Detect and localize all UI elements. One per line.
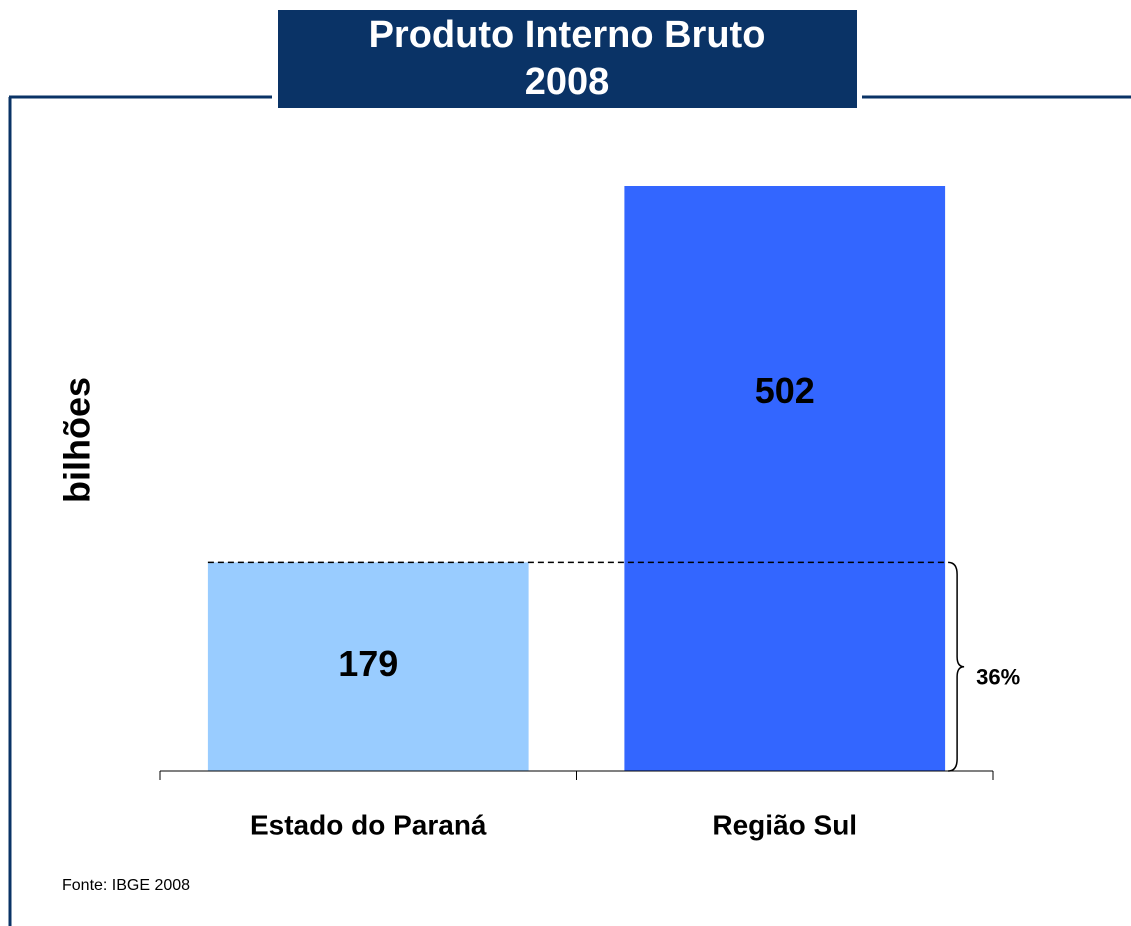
chart-title: Produto Interno Bruto bbox=[369, 14, 766, 56]
x-tick-label: Região Sul bbox=[712, 809, 857, 840]
y-axis-label: bilhões bbox=[57, 377, 98, 503]
value-label: 502 bbox=[755, 370, 815, 411]
chart-title: 2008 bbox=[525, 61, 610, 103]
x-tick-label: Estado do Paraná bbox=[250, 809, 487, 840]
bar bbox=[624, 186, 946, 771]
brace bbox=[948, 561, 965, 772]
value-label: 179 bbox=[338, 643, 398, 684]
annotation: 36% bbox=[976, 665, 1020, 690]
title-box bbox=[278, 10, 857, 108]
source: Fonte: IBGE 2008 bbox=[62, 877, 190, 894]
bar bbox=[207, 562, 529, 771]
